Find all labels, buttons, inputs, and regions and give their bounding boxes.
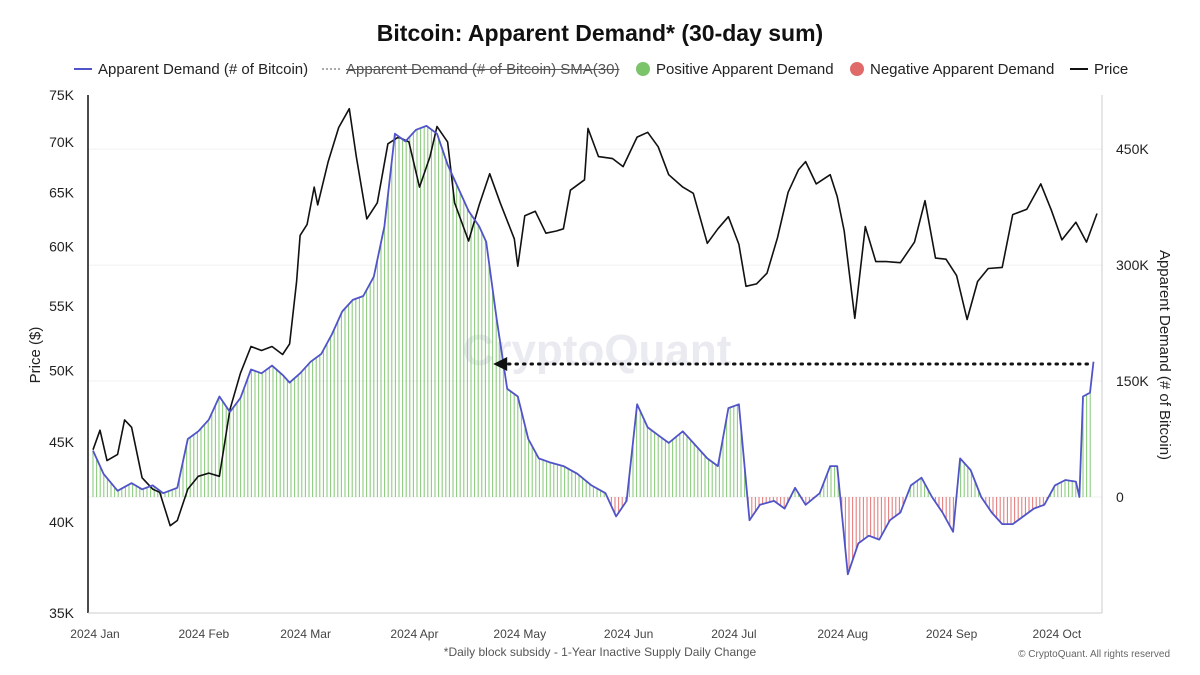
demand-bars — [92, 126, 1091, 571]
legend-item-sma30[interactable]: Apparent Demand (# of Bitcoin) SMA(30) — [322, 58, 619, 80]
apparent-demand-line — [92, 125, 1095, 576]
x-tick-label: 2024 Jul — [711, 627, 756, 641]
y-tick-label-left: 40K — [49, 514, 75, 530]
legend-item-positive[interactable]: Positive Apparent Demand — [636, 58, 834, 80]
footnote: *Daily block subsidy - 1-Year Inactive S… — [443, 645, 757, 659]
legend-label: Apparent Demand (# of Bitcoin) — [98, 60, 309, 78]
y-tick-label-right: 150K — [1116, 373, 1149, 389]
x-tick-label: 2024 Oct — [1033, 627, 1082, 641]
axes: 35K 40K 45K 50K 55K 60K 65K 70K 75K 0 150K 300K 450K… — [49, 87, 1149, 641]
y-tick-label-right: 0 — [1116, 489, 1124, 505]
legend-swatch-dashed — [322, 68, 340, 70]
legend-swatch-dot — [850, 62, 864, 76]
copyright: © CryptoQuant. All rights reserved — [1018, 649, 1170, 660]
y-axis-label-right: Apparent Demand (# of Bitcoin) — [1156, 250, 1173, 460]
legend-item-negative[interactable]: Negative Apparent Demand — [850, 58, 1054, 80]
y-tick-label-left: 60K — [49, 239, 75, 255]
y-tick-label-right: 450K — [1116, 141, 1149, 157]
x-tick-label: 2024 Apr — [390, 627, 438, 641]
price-line — [92, 107, 1098, 527]
legend: Apparent Demand (# of Bitcoin) Apparent … — [0, 58, 1200, 80]
y-tick-label-left: 50K — [49, 363, 75, 379]
x-tick-label: 2024 May — [493, 627, 546, 641]
annotation-arrow — [493, 357, 1089, 372]
y-tick-label-left: 75K — [49, 87, 75, 103]
y-tick-label-left: 45K — [49, 434, 75, 450]
y-tick-label-left: 55K — [49, 298, 75, 314]
legend-swatch-line — [1070, 68, 1088, 70]
x-tick-label: 2024 Feb — [178, 627, 229, 641]
x-tick-label: 2024 Aug — [817, 627, 868, 641]
legend-swatch-dot — [636, 62, 650, 76]
x-tick-label: 2024 Mar — [280, 627, 331, 641]
y-tick-label-right: 300K — [1116, 257, 1149, 273]
x-tick-label: 2024 Jun — [604, 627, 653, 641]
y-tick-label-left: 70K — [49, 134, 75, 150]
x-tick-label: 2024 Sep — [926, 627, 978, 641]
legend-item-apparent-demand[interactable]: Apparent Demand (# of Bitcoin) — [74, 58, 308, 80]
legend-label: Negative Apparent Demand — [870, 60, 1055, 78]
annotation-arrowhead — [493, 357, 508, 372]
y-tick-label-left: 65K — [49, 184, 75, 200]
y-tick-label-left: 35K — [49, 605, 75, 621]
series-lines — [92, 107, 1098, 576]
y-axis-label-left: Price ($) — [27, 327, 44, 384]
legend-swatch-line — [74, 68, 92, 70]
chart-title: Bitcoin: Apparent Demand* (30-day sum) — [376, 20, 824, 46]
legend-label: Positive Apparent Demand — [656, 60, 834, 78]
watermark: CryptoQuant — [463, 326, 732, 375]
legend-label: Price — [1094, 60, 1129, 78]
legend-label: Apparent Demand (# of Bitcoin) SMA(30) — [346, 60, 620, 78]
x-tick-label: 2024 Jan — [70, 627, 119, 641]
legend-item-price[interactable]: Price — [1070, 58, 1128, 80]
